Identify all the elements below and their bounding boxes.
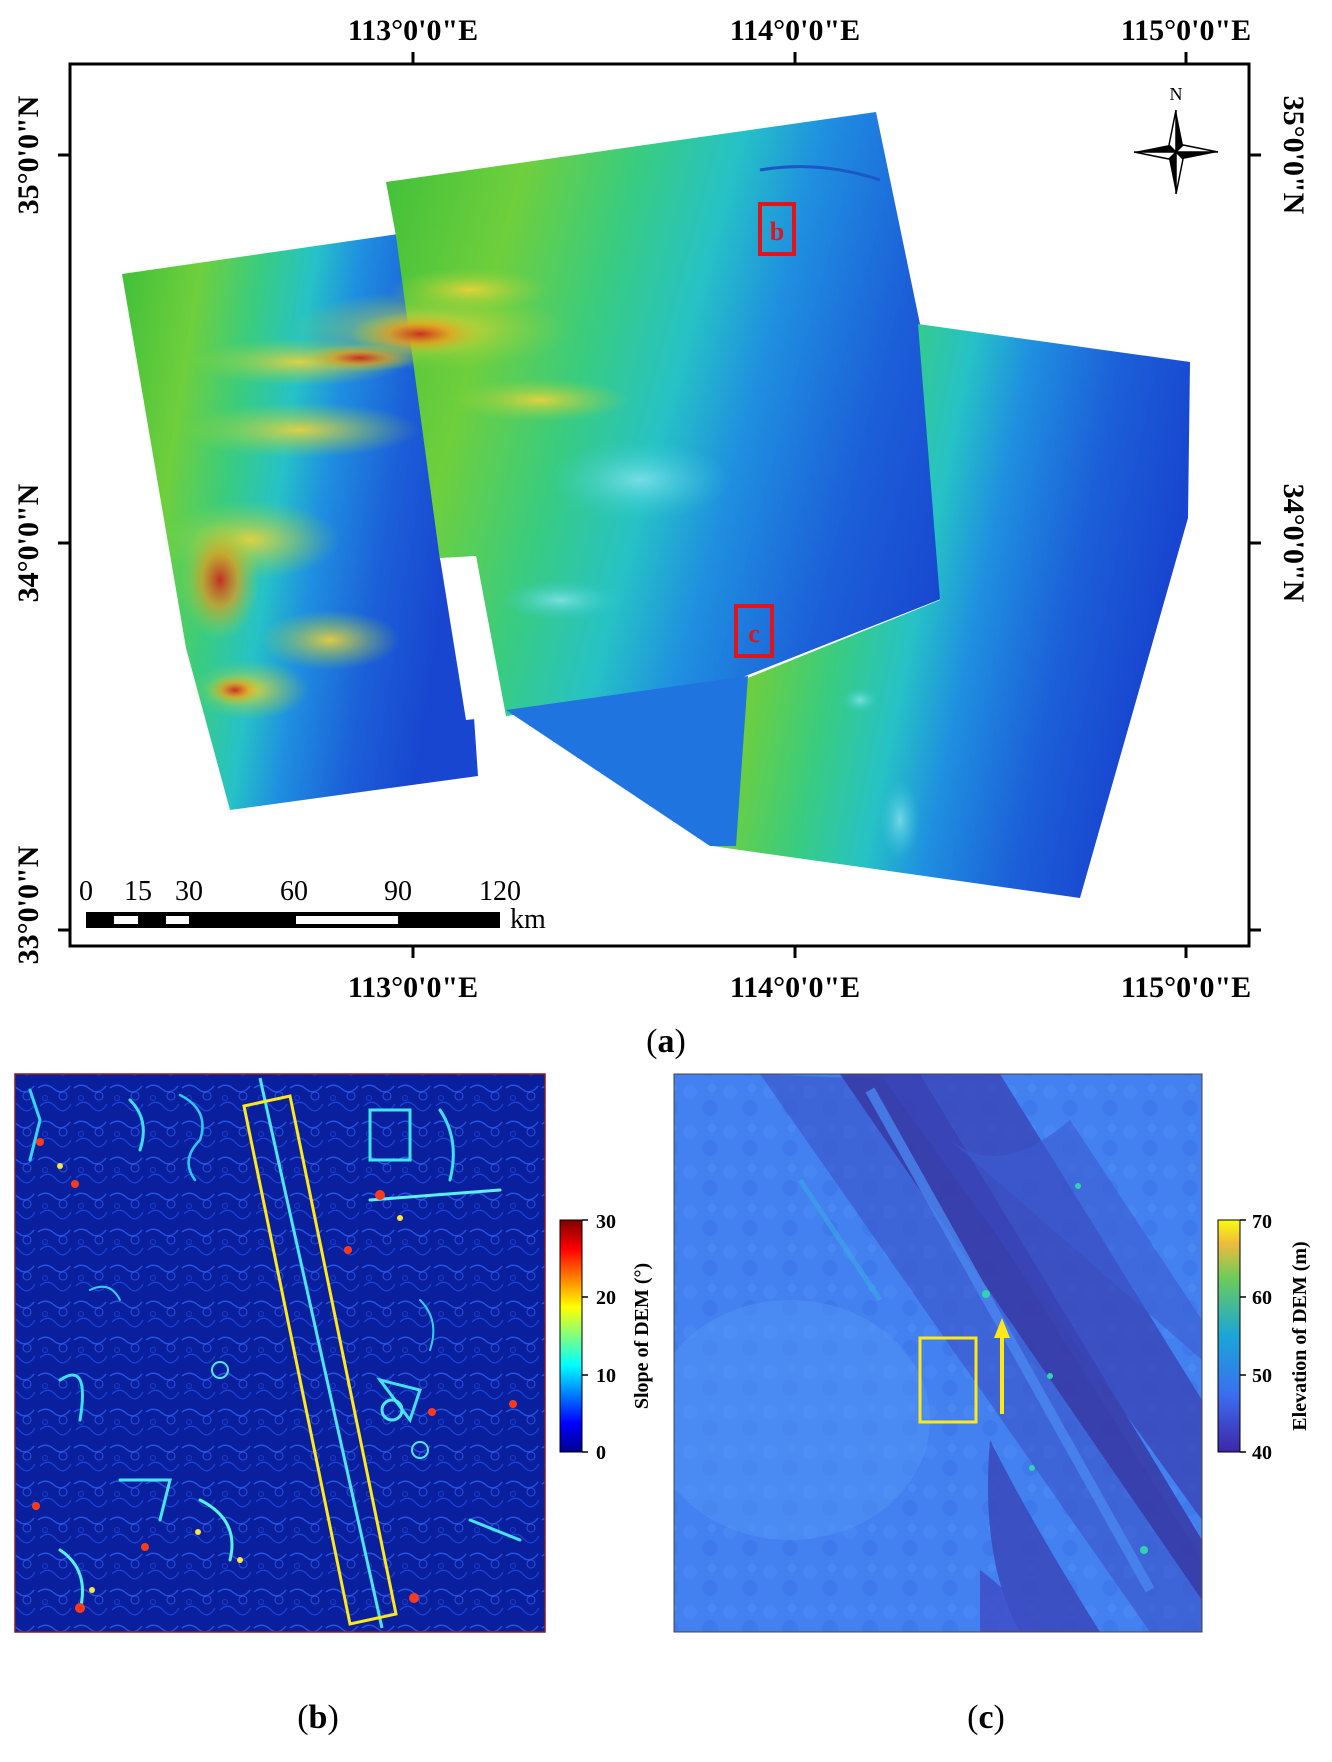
caption-a-letter: a [658, 1023, 675, 1060]
slope-colorbar [559, 1219, 583, 1453]
slope-map [15, 1074, 545, 1632]
caption-b: (b) [297, 1699, 339, 1736]
dem-tile-east [712, 324, 1190, 898]
lon-label-top-114: 114°0'0"E [730, 14, 860, 47]
slope-tick-30: 30 [596, 1211, 616, 1233]
north-arrow-icon: N [1133, 84, 1219, 195]
slope-tick-10: 10 [596, 1365, 616, 1387]
study-box-b-label: b [770, 217, 784, 246]
slope-tick-20: 20 [596, 1287, 616, 1309]
panel-a: b c 113°0'0"E 114°0'0"E 115°0'0"E 113°0'… [12, 14, 1310, 1060]
lat-label-left-33: 33°0'0"N [12, 845, 45, 964]
caption-a: (a) [646, 1023, 686, 1060]
lat-label-right-34: 34°0'0"N [1277, 484, 1310, 603]
study-box-c-label: c [748, 619, 760, 648]
panel-b: 30 20 10 0 Slope of DEM (°) (b) [14, 1073, 653, 1736]
lon-label-top-113: 113°0'0"E [348, 14, 478, 47]
dem-tile-south [506, 676, 748, 846]
panel-c: 70 60 50 40 Elevation of DEM (m) (c) [673, 1073, 1311, 1736]
lon-label-bottom-113: 113°0'0"E [348, 971, 478, 1004]
lon-ticks [58, 52, 1261, 958]
caption-b-letter: b [309, 1699, 328, 1736]
lon-label-bottom-114: 114°0'0"E [730, 971, 860, 1004]
study-box-c[interactable]: c [734, 604, 774, 658]
scale-tick-90: 90 [384, 876, 412, 907]
lat-label-left-34: 34°0'0"N [12, 483, 45, 602]
lat-label-left-35: 35°0'0"N [12, 95, 45, 214]
north-label: N [1170, 84, 1183, 104]
dem-mosaic [122, 112, 1190, 898]
caption-c-letter: c [978, 1699, 993, 1736]
lon-label-top-115: 115°0'0"E [1121, 14, 1251, 47]
elevation-colorbar [1217, 1219, 1241, 1453]
elev-tick-50: 50 [1252, 1365, 1272, 1387]
slope-tick-0: 0 [596, 1442, 606, 1464]
scale-unit: km [510, 904, 546, 935]
elev-tick-70: 70 [1252, 1211, 1272, 1233]
scale-tick-60: 60 [280, 876, 308, 907]
scale-tick-120: 120 [479, 876, 521, 907]
dem-tile-north [386, 112, 1040, 716]
scale-tick-15: 15 [124, 876, 152, 907]
slope-colorbar-title: Slope of DEM (°) [631, 1263, 653, 1409]
elevation-highlight-box[interactable] [918, 1336, 978, 1424]
elevation-colorbar-title: Elevation of DEM (m) [1289, 1241, 1311, 1430]
lat-label-right-35: 35°0'0"N [1277, 96, 1310, 215]
scale-tick-30: 30 [175, 876, 203, 907]
lon-label-bottom-115: 115°0'0"E [1121, 971, 1251, 1004]
scale-tick-0: 0 [79, 876, 93, 907]
study-box-b[interactable]: b [758, 202, 796, 256]
dem-gap [440, 556, 504, 720]
slope-highlight-box[interactable] [242, 1094, 398, 1626]
elev-tick-40: 40 [1252, 1442, 1272, 1464]
scale-bar: 0 15 30 60 90 120 km [79, 876, 546, 935]
caption-c: (c) [967, 1699, 1005, 1736]
arrow-up-icon [994, 1318, 1010, 1414]
elev-tick-60: 60 [1252, 1287, 1272, 1309]
